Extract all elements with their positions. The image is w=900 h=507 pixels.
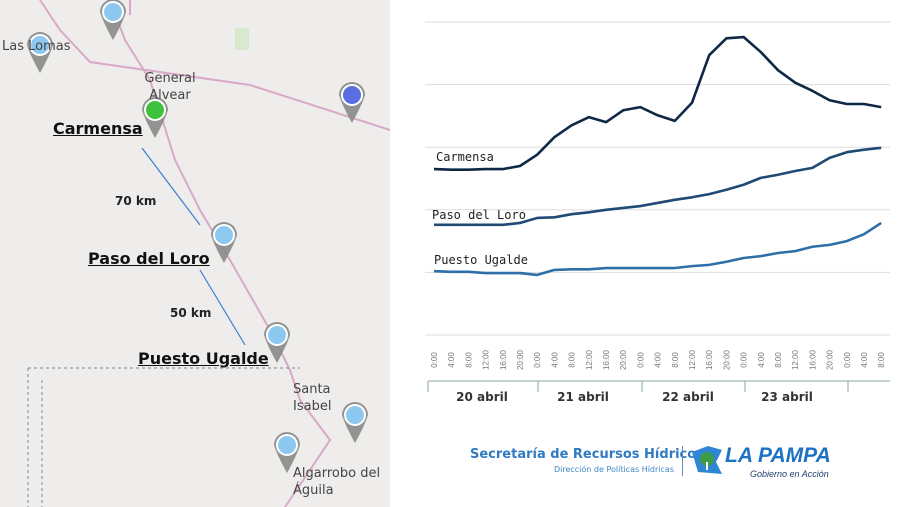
place-label: General Alvear (144, 71, 196, 103)
x-tick-label: 0:00 (636, 352, 645, 368)
x-tick-label: 8:00 (568, 352, 577, 368)
series-label: Carmensa (436, 150, 494, 164)
x-tick-label: 4:00 (860, 352, 869, 368)
place-label: Las Lomas (2, 39, 71, 54)
footer-logo: Secretaría de Recursos Hídricos Direcció… (470, 440, 850, 490)
day-label: 20 abril (456, 390, 508, 404)
x-tick-label: 4:00 (447, 352, 456, 368)
x-tick-label: 20:00 (516, 349, 525, 370)
province-boundary (27, 367, 300, 507)
series-label: Paso del Loro (432, 208, 526, 222)
day-label: 21 abril (557, 390, 609, 404)
map-pin-icon[interactable] (342, 402, 368, 443)
place-label: Santa Isabel (293, 382, 332, 414)
distance-line (141, 147, 201, 226)
x-tick-label: 20:00 (619, 349, 628, 370)
map-pin-icon[interactable] (264, 322, 290, 363)
x-tick-label: 0:00 (740, 352, 749, 368)
map-pin-icon[interactable] (339, 82, 365, 123)
x-tick-label: 4:00 (654, 352, 663, 368)
series-line-paso-del-loro (434, 146, 882, 227)
station-label-puesto-ugalde[interactable]: Puesto Ugalde (138, 349, 269, 368)
x-tick-label: 0:00 (533, 352, 542, 368)
x-tick-label: 16:00 (705, 349, 714, 370)
x-tick-label: 16:00 (499, 349, 508, 370)
x-tick-label: 0:00 (843, 352, 852, 368)
x-tick-label: 20:00 (722, 349, 731, 370)
map-panel[interactable]: Las Lomas General Alvear Carmensa 70 km … (0, 0, 390, 507)
road (39, 0, 390, 131)
x-tick-label: 4:00 (757, 352, 766, 368)
x-tick-label: 0:00 (430, 352, 439, 368)
logo-divider (682, 446, 683, 476)
secretaria-text: Secretaría de Recursos Hídricos (470, 447, 704, 462)
day-label: 23 abril (761, 390, 813, 404)
water-level-chart: 0:00 4:00 8:00 12:00 16:00 20:00 0:00 4:00 8:00 1… (425, 21, 890, 404)
station-label-carmensa[interactable]: Carmensa (53, 119, 143, 138)
x-tick-label: 12:00 (791, 349, 800, 370)
series-line-carmensa (433, 35, 882, 172)
map-pin-icon[interactable] (100, 0, 126, 40)
distance-label: 70 km (115, 194, 157, 208)
x-tick-label: 12:00 (482, 349, 491, 370)
direccion-text: Dirección de Políticas Hídricas (553, 465, 674, 474)
road (109, 0, 332, 507)
map-pin-icon[interactable] (274, 432, 300, 473)
x-tick-label: 12:00 (688, 349, 697, 370)
tagline-text: Gobierno en Acción (750, 469, 829, 479)
la-pampa-emblem-icon (692, 446, 722, 474)
day-label: 22 abril (662, 390, 714, 404)
map-pin-icon[interactable] (27, 32, 53, 73)
map-graphics (27, 0, 390, 507)
x-tick-label: 4:00 (550, 352, 559, 368)
x-tick-label: 8:00 (877, 352, 886, 368)
series-label: Puesto Ugalde (434, 253, 528, 267)
x-tick-label: 12:00 (585, 349, 594, 370)
brand-text: LA PAMPA (725, 444, 831, 467)
map-pin-icon[interactable] (211, 222, 237, 263)
x-tick-label: 16:00 (808, 349, 817, 370)
x-tick-label: 8:00 (464, 352, 473, 368)
x-tick-label: 16:00 (602, 349, 611, 370)
place-label: Algarrobo del Águila (293, 466, 381, 498)
x-tick-label: 20:00 (826, 349, 835, 370)
distance-label: 50 km (170, 306, 212, 320)
x-tick-label: 8:00 (774, 352, 783, 368)
map-pin-icon[interactable] (142, 97, 168, 138)
x-tick-label: 8:00 (671, 352, 680, 368)
series-line-puesto-ugalde (433, 221, 882, 277)
distance-line (199, 269, 246, 346)
station-label-paso-del-loro[interactable]: Paso del Loro (88, 249, 210, 268)
park-area (235, 28, 249, 50)
